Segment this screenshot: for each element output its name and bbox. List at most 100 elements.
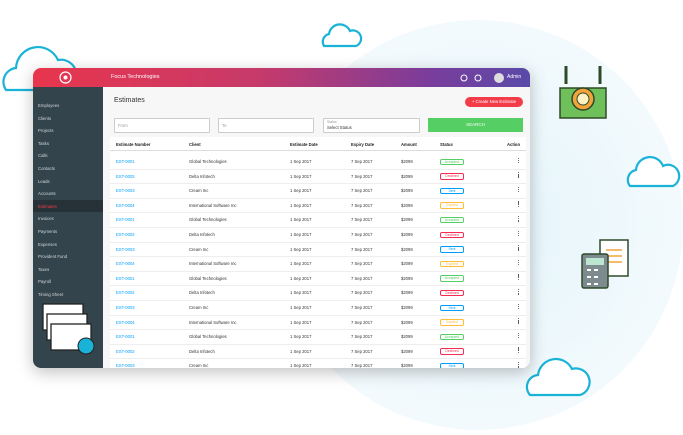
nav-item[interactable]: Clients bbox=[38, 115, 52, 121]
cell: 1 Sep 2017 bbox=[290, 202, 312, 208]
table-row: EST-0003 Cream Inc 1 Sep 2017 7 Sep 2017 $20… bbox=[110, 358, 526, 368]
nav-item[interactable]: Invoices bbox=[38, 216, 54, 222]
dot bbox=[518, 293, 520, 295]
cell: Delta Infotech bbox=[189, 290, 215, 296]
cell: Delta Infotech bbox=[189, 173, 215, 179]
dot bbox=[518, 288, 520, 291]
table-row: EST-0001 Global Technologies 1 Sep 2017 7 S… bbox=[110, 271, 526, 287]
dot bbox=[518, 334, 520, 337]
cell: 1 Sep 2017 bbox=[290, 290, 312, 296]
dot bbox=[518, 361, 520, 364]
cell: Delta Infotech bbox=[189, 232, 215, 237]
status-badge: Sent bbox=[440, 362, 464, 368]
table-row: EST-0001 Global Technologies 1 Sep 2017 7 S… bbox=[110, 329, 526, 345]
estimate-link[interactable]: EST-0004 bbox=[116, 319, 135, 325]
column-header: Amount bbox=[401, 142, 417, 147]
dot bbox=[518, 259, 520, 262]
cell: 7 Sep 2017 bbox=[351, 290, 373, 296]
dot bbox=[518, 320, 520, 322]
cell: 7 Sep 2017 bbox=[351, 246, 373, 252]
estimate-link[interactable]: EST-0004 bbox=[116, 202, 135, 208]
search-button[interactable]: SEARCH bbox=[428, 118, 523, 132]
nav-item[interactable]: Accounts bbox=[38, 191, 56, 197]
table-row: EST-0002 Delta Infotech 1 Sep 2017 7 Sep 20… bbox=[110, 285, 526, 301]
nav-item[interactable]: Taxes bbox=[38, 266, 50, 272]
status-select[interactable]: Status Select Status bbox=[323, 118, 420, 133]
nav-item[interactable]: Expenses bbox=[38, 241, 57, 247]
estimate-link[interactable]: EST-0001 bbox=[116, 334, 135, 340]
nav-item[interactable]: Projects bbox=[38, 128, 54, 134]
create-button[interactable]: + Create New Estimate bbox=[465, 97, 523, 107]
nav-item[interactable]: Estimates bbox=[38, 203, 57, 209]
nav-item[interactable]: Payments bbox=[38, 229, 58, 234]
cell: $2099 bbox=[401, 217, 413, 223]
dot bbox=[518, 172, 520, 174]
cell: $2099 bbox=[401, 275, 413, 281]
nav-item[interactable]: Leads bbox=[38, 178, 50, 184]
cell: $2099 bbox=[401, 232, 413, 237]
status-badge: Accepted bbox=[440, 275, 464, 282]
estimate-link[interactable]: EST-0001 bbox=[116, 159, 135, 164]
nav-item[interactable]: Payroll bbox=[38, 279, 52, 285]
cell: $2099 bbox=[401, 261, 413, 267]
estimate-link[interactable]: EST-0003 bbox=[116, 246, 135, 252]
column-header: Client bbox=[189, 142, 201, 147]
cell: $2099 bbox=[401, 159, 413, 164]
nav-item[interactable]: Employees bbox=[38, 103, 60, 108]
cell: 1 Sep 2017 bbox=[290, 188, 312, 194]
cell: 1 Sep 2017 bbox=[290, 348, 312, 354]
cell: 7 Sep 2017 bbox=[351, 173, 373, 179]
nav-item[interactable]: Contacts bbox=[38, 166, 55, 171]
estimate-link[interactable]: EST-0002 bbox=[116, 173, 135, 179]
user-name[interactable]: Admin bbox=[507, 74, 522, 80]
dot bbox=[518, 232, 520, 235]
estimate-link[interactable]: EST-0001 bbox=[116, 217, 135, 223]
cell: 1 Sep 2017 bbox=[290, 261, 312, 267]
estimate-link[interactable]: EST-0002 bbox=[116, 290, 135, 296]
dot bbox=[518, 261, 520, 264]
active-bg bbox=[33, 200, 103, 213]
status-badge: Expired bbox=[440, 202, 464, 209]
cell: Cream Inc bbox=[189, 188, 209, 194]
dot bbox=[518, 245, 520, 247]
status-badge: Accepted bbox=[440, 216, 464, 224]
cell: Global Technologies bbox=[189, 334, 227, 340]
dot bbox=[518, 278, 520, 281]
nav-item[interactable]: Calls bbox=[38, 153, 48, 159]
logo bbox=[59, 71, 72, 84]
estimate-link[interactable]: EST-0004 bbox=[116, 261, 135, 267]
from-input[interactable]: From bbox=[114, 118, 210, 133]
estimate-link[interactable]: EST-0003 bbox=[116, 305, 135, 310]
cell: 1 Sep 2017 bbox=[290, 246, 312, 252]
cell: 1 Sep 2017 bbox=[290, 173, 312, 179]
nav-item[interactable]: Provident Fund bbox=[38, 254, 68, 260]
nav-item[interactable]: Tasks bbox=[38, 140, 49, 146]
dot bbox=[518, 366, 520, 368]
cell: International Software Inc bbox=[189, 319, 237, 325]
estimate-link[interactable]: EST-0002 bbox=[116, 232, 135, 237]
column-header: Expiry Date bbox=[351, 142, 375, 147]
dot bbox=[518, 264, 520, 266]
column-header: Estimate Date bbox=[290, 142, 318, 147]
table-row: EST-0004 International Software Inc 1 Sep … bbox=[110, 256, 526, 272]
cell: 1 Sep 2017 bbox=[290, 305, 312, 310]
cell: 7 Sep 2017 bbox=[351, 232, 373, 237]
estimate-link[interactable]: EST-0002 bbox=[116, 348, 135, 354]
estimate-link[interactable]: EST-0003 bbox=[116, 363, 135, 368]
nav-item[interactable]: Timing Sheet bbox=[38, 292, 64, 297]
cell: 7 Sep 2017 bbox=[351, 334, 373, 340]
cell: Global Technologies bbox=[189, 275, 227, 281]
table-row: EST-0001 Global Technologies 1 Sep 2017 7 S… bbox=[110, 154, 526, 170]
cell: $2099 bbox=[401, 246, 413, 252]
dot bbox=[518, 305, 520, 308]
dot bbox=[518, 188, 520, 191]
cell: $2099 bbox=[401, 290, 413, 296]
cell: $2099 bbox=[401, 348, 413, 354]
estimate-link[interactable]: EST-0003 bbox=[116, 188, 135, 194]
table: Estimate Number Client Estimate Date Expiry… bbox=[110, 137, 526, 368]
status-badge: Accepted bbox=[440, 158, 464, 165]
cell: 7 Sep 2017 bbox=[351, 202, 373, 208]
cell: Cream Inc bbox=[189, 363, 209, 368]
estimate-link[interactable]: EST-0001 bbox=[116, 275, 135, 281]
to-input[interactable]: To bbox=[218, 118, 314, 133]
